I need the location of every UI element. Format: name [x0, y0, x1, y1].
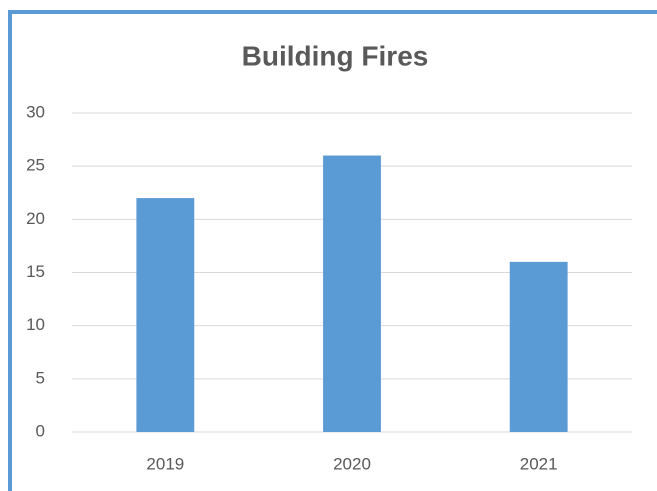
- y-tick-label: 25: [26, 156, 45, 175]
- x-tick-label: 2020: [333, 454, 371, 473]
- y-tick-label: 15: [26, 262, 45, 281]
- y-tick-label: 20: [26, 209, 45, 228]
- bar: [136, 198, 195, 432]
- x-tick-label: 2019: [146, 454, 184, 473]
- y-tick-label: 30: [26, 102, 45, 121]
- y-tick-label: 5: [36, 368, 45, 387]
- frame-border: [8, 10, 657, 491]
- chart-title: Building Fires: [242, 40, 429, 71]
- bar: [323, 155, 381, 433]
- x-tick-label: 2021: [520, 454, 558, 473]
- y-tick-label: 10: [26, 315, 45, 334]
- bar: [509, 261, 568, 432]
- y-tick-label: 0: [36, 421, 45, 440]
